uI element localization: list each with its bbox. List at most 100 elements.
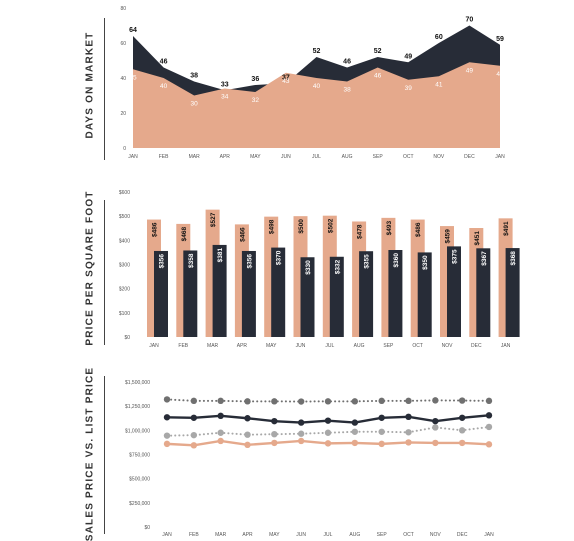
x-tick-label: SEP [377, 532, 388, 538]
lower-solid-line-point [432, 439, 439, 447]
salmon-bar-data-label: $527 [210, 212, 217, 227]
x-tick-label: JAN [149, 343, 159, 349]
x-tick-label: JAN [128, 154, 138, 160]
dark-bar [300, 257, 315, 337]
x-tick-label: MAR [207, 343, 219, 349]
top-area-data-label: 70 [466, 17, 474, 24]
salmon-bar-data-label: $459 [445, 229, 452, 244]
x-tick-label: FEB [189, 532, 199, 538]
salmon-bar-data-label: $466 [239, 227, 246, 242]
lower-solid-line-point [351, 439, 359, 447]
top-area-data-label: 52 [374, 48, 382, 55]
upper-dotted-line-point [190, 397, 198, 405]
dark-bar [447, 246, 461, 337]
bottom-area-data-label: 34 [221, 94, 229, 101]
top-area-data-label: 64 [129, 27, 137, 34]
upper-solid-line-point [351, 419, 359, 426]
top-area-data-label: 59 [496, 36, 504, 43]
lower-solid-line-point [324, 440, 332, 447]
y-tick-label: $500 [119, 214, 130, 220]
x-tick-label: OCT [403, 154, 414, 160]
x-tick-label: AUG [354, 343, 365, 349]
upper-dotted-line-point [351, 398, 359, 405]
bottom-area [133, 62, 500, 148]
lower-dotted-line-point [217, 429, 224, 436]
top-area-data-label: 46 [160, 59, 168, 66]
dark-bar-data-label: $356 [246, 254, 253, 269]
y-tick-label: 60 [120, 41, 126, 47]
dark-bar-data-label: $367 [481, 251, 488, 266]
price-per-sqft-rule [104, 200, 105, 345]
dark-bar [241, 250, 256, 337]
bottom-area-data-label: 40 [160, 83, 168, 90]
dark-bar [154, 250, 168, 337]
bottom-area-data-label: 46 [374, 73, 382, 80]
sales-vs-list-rule [104, 376, 105, 534]
y-tick-label: $1,000,000 [125, 428, 150, 434]
lower-solid-line-point [163, 440, 171, 448]
dark-bar [183, 250, 198, 337]
lower-dotted-line-point [485, 423, 493, 431]
x-tick-label: JUN [296, 532, 306, 538]
price-per-sqft-panel: PRICE PER SQUARE FOOT $486 $356 JAN $468 $35… [0, 180, 574, 355]
x-tick-label: APR [237, 343, 248, 349]
upper-solid-line-point [297, 419, 305, 426]
upper-dotted-line-point [163, 396, 171, 403]
top-area-data-label: 60 [435, 34, 443, 41]
dark-bar [271, 247, 286, 337]
lower-dotted-line-point [351, 428, 359, 435]
y-tick-label: 20 [120, 111, 126, 117]
x-tick-label: JUL [325, 343, 334, 349]
lower-dotted-line-point [458, 427, 466, 434]
y-tick-label: $1,500,000 [125, 380, 150, 386]
lower-dotted-line-point [297, 430, 305, 437]
days-on-market-panel: DAYS ON MARKET 64 46 38 33 36 37 52 46 52 49 60 70 5… [0, 0, 574, 170]
top-area-data-label: 33 [221, 81, 229, 88]
top-area-data-label: 37 [282, 74, 290, 81]
bottom-area-data-label: 39 [405, 85, 413, 92]
sales-vs-list-panel: SALES PRICE VS. LIST PRICE $0 $250,000 $50… [0, 367, 574, 541]
dark-bar-data-label: $355 [364, 254, 371, 269]
upper-solid-line-point [324, 417, 332, 424]
salmon-bar-data-label: $478 [357, 224, 364, 239]
x-tick-label: NOV [433, 154, 445, 160]
x-tick-label: JAN [501, 343, 511, 349]
price-per-sqft-chart: $486 $356 JAN $468 $358 FEB $527 $381 MAR $466 $35… [119, 190, 520, 349]
dark-bar [417, 252, 432, 337]
upper-dotted-line-point [244, 398, 251, 405]
salmon-bar-data-label: $502 [327, 218, 334, 233]
salmon-bar-data-label: $500 [298, 219, 305, 234]
x-tick-label: NOV [430, 532, 442, 538]
lower-solid-line-point [190, 442, 198, 449]
x-tick-label: FEB [178, 343, 188, 349]
y-tick-label: $600 [119, 190, 130, 196]
dark-bar-data-label: $350 [422, 255, 429, 270]
x-tick-label: FEB [159, 154, 169, 160]
x-tick-label: JUN [281, 154, 291, 160]
x-tick-label: SEP [383, 343, 394, 349]
bottom-area-data-label: 40 [313, 83, 321, 90]
x-tick-label: SEP [373, 154, 384, 160]
salmon-bar-data-label: $491 [503, 221, 510, 236]
top-area-data-label: 36 [251, 76, 259, 83]
top-area-data-label: 52 [313, 48, 321, 55]
upper-solid-line-point [485, 412, 493, 419]
x-tick-label: OCT [412, 343, 423, 349]
bottom-area-data-label: 47 [496, 71, 504, 78]
upper-dotted-line-point [378, 397, 385, 405]
lower-dotted-line-point [324, 429, 332, 436]
x-tick-label: MAY [269, 532, 280, 538]
upper-solid-line-point [432, 417, 439, 425]
x-tick-label: NOV [442, 343, 454, 349]
dark-bar-data-label: $332 [334, 259, 341, 274]
lower-solid-line-point [458, 439, 466, 447]
lower-solid-line-point [485, 441, 493, 448]
upper-solid-line-point [163, 414, 171, 421]
lower-solid-line-point [405, 439, 412, 446]
upper-dotted-line-point [405, 397, 412, 405]
dark-bar [388, 250, 403, 337]
upper-solid-line-point [405, 413, 412, 420]
dark-bar [476, 248, 491, 337]
salmon-bar-data-label: $486 [415, 222, 422, 237]
lower-solid-line-point [217, 437, 224, 445]
